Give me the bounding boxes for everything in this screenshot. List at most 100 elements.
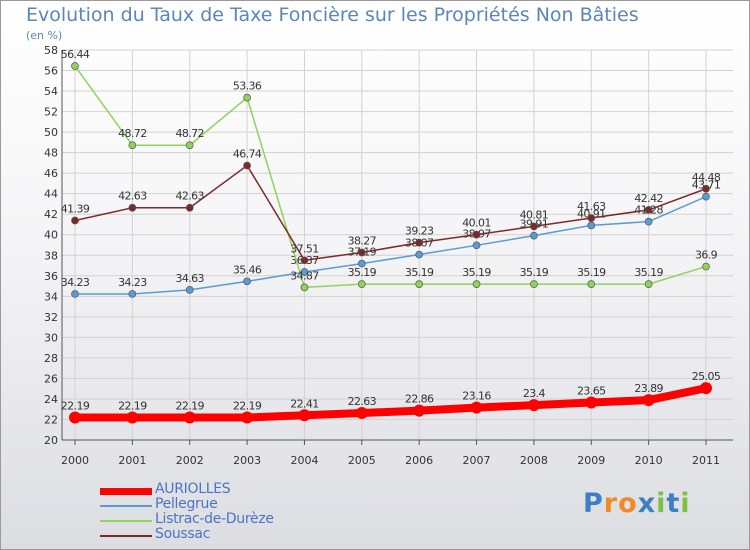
x-tick-label: 2003 bbox=[233, 454, 261, 467]
data-label: 46.74 bbox=[233, 148, 262, 161]
data-point bbox=[470, 401, 483, 414]
data-label: 23.16 bbox=[462, 390, 491, 403]
data-point bbox=[644, 206, 653, 214]
data-point bbox=[355, 407, 368, 420]
y-tick-label: 46 bbox=[44, 167, 58, 180]
data-point bbox=[71, 62, 79, 70]
legend-label: AURIOLLES bbox=[155, 481, 231, 497]
data-label: 39.23 bbox=[405, 225, 434, 238]
data-point bbox=[298, 409, 311, 422]
y-tick-label: 44 bbox=[44, 188, 58, 201]
series-line-soussac bbox=[74, 164, 707, 262]
y-tick-label: 40 bbox=[44, 229, 58, 242]
data-label: 48.72 bbox=[175, 127, 204, 140]
data-label: 35.19 bbox=[634, 266, 663, 279]
data-point bbox=[702, 262, 710, 271]
data-point bbox=[415, 238, 424, 247]
data-label: 34.87 bbox=[290, 269, 319, 282]
data-point bbox=[587, 221, 596, 230]
legend-label: Listrac-de-Durèze bbox=[155, 511, 274, 527]
data-label: 35.19 bbox=[462, 266, 491, 279]
x-tick-label: 2002 bbox=[176, 454, 204, 467]
x-tick-label: 2008 bbox=[520, 454, 548, 467]
y-tick-label: 48 bbox=[44, 147, 58, 160]
data-label: 35.46 bbox=[233, 263, 262, 276]
data-point bbox=[243, 93, 251, 102]
y-tick-label: 52 bbox=[44, 106, 58, 119]
y-tick-label: 22 bbox=[44, 413, 58, 426]
data-point bbox=[185, 141, 194, 150]
y-tick-label: 50 bbox=[44, 126, 58, 139]
legend-swatch bbox=[100, 505, 152, 507]
data-point bbox=[241, 411, 254, 424]
data-label: 25.05 bbox=[692, 370, 721, 383]
y-tick-label: 30 bbox=[44, 331, 58, 344]
proxiti-logo: Proxiti bbox=[583, 488, 691, 519]
x-tick-label: 2011 bbox=[692, 454, 720, 467]
data-label: 22.19 bbox=[61, 400, 90, 413]
data-point bbox=[587, 214, 596, 222]
data-point bbox=[530, 231, 538, 240]
data-point bbox=[185, 203, 194, 212]
data-label: 23.89 bbox=[634, 382, 663, 395]
data-label: 42.63 bbox=[175, 190, 204, 203]
data-point bbox=[357, 280, 366, 288]
data-point bbox=[71, 216, 79, 225]
data-point bbox=[128, 141, 137, 150]
data-label: 22.19 bbox=[233, 400, 262, 413]
chart-title: Evolution du Taux de Taxe Foncière sur l… bbox=[26, 4, 639, 26]
x-tick-label: 2001 bbox=[118, 454, 146, 467]
data-label: 37.51 bbox=[290, 242, 319, 255]
data-label: 22.86 bbox=[405, 393, 434, 406]
data-label: 22.19 bbox=[175, 400, 204, 413]
y-tick-label: 26 bbox=[44, 372, 58, 385]
data-label: 22.41 bbox=[290, 397, 319, 410]
data-label: 35.19 bbox=[520, 266, 549, 279]
y-tick-label: 38 bbox=[44, 249, 58, 262]
data-label: 40.01 bbox=[462, 217, 491, 230]
data-point bbox=[71, 290, 79, 298]
data-label: 35.19 bbox=[348, 266, 377, 279]
data-label: 23.4 bbox=[523, 387, 546, 400]
data-point bbox=[243, 277, 251, 286]
data-point bbox=[300, 283, 309, 292]
data-point bbox=[644, 217, 653, 226]
data-label: 23.65 bbox=[577, 385, 606, 398]
data-label: 53.36 bbox=[233, 80, 262, 93]
legend-label: Soussac bbox=[155, 526, 211, 542]
data-label: 35.19 bbox=[577, 266, 606, 279]
data-label: 48.72 bbox=[118, 127, 147, 140]
data-point bbox=[243, 161, 251, 170]
series-line-auriolles bbox=[71, 384, 710, 422]
y-tick-label: 20 bbox=[44, 434, 58, 447]
data-point bbox=[185, 286, 194, 294]
data-label: 22.63 bbox=[348, 395, 377, 408]
y-tick-label: 42 bbox=[44, 208, 58, 221]
data-point bbox=[585, 396, 598, 409]
data-label: 22.19 bbox=[118, 400, 147, 413]
data-label: 41.39 bbox=[61, 202, 90, 215]
data-point bbox=[183, 411, 196, 424]
legend-swatch bbox=[100, 520, 152, 522]
data-point bbox=[357, 259, 366, 268]
data-label: 35.19 bbox=[405, 266, 434, 279]
data-label: 34.23 bbox=[61, 276, 90, 289]
x-tick-label: 2010 bbox=[635, 454, 663, 467]
y-tick-label: 36 bbox=[44, 270, 58, 283]
data-label: 40.81 bbox=[520, 208, 549, 221]
data-point bbox=[69, 411, 81, 424]
legend-swatch bbox=[100, 535, 152, 537]
data-label: 34.63 bbox=[175, 272, 204, 285]
data-point bbox=[702, 184, 710, 193]
y-tick-label: 58 bbox=[44, 44, 58, 57]
data-point bbox=[642, 394, 655, 407]
legend-label: Pellegrue bbox=[155, 496, 218, 512]
data-point bbox=[128, 203, 137, 212]
data-point bbox=[644, 280, 653, 288]
data-point bbox=[413, 404, 426, 417]
chart-subtitle: (en %) bbox=[26, 29, 63, 42]
x-tick-label: 2000 bbox=[61, 454, 89, 467]
data-point bbox=[126, 411, 139, 424]
